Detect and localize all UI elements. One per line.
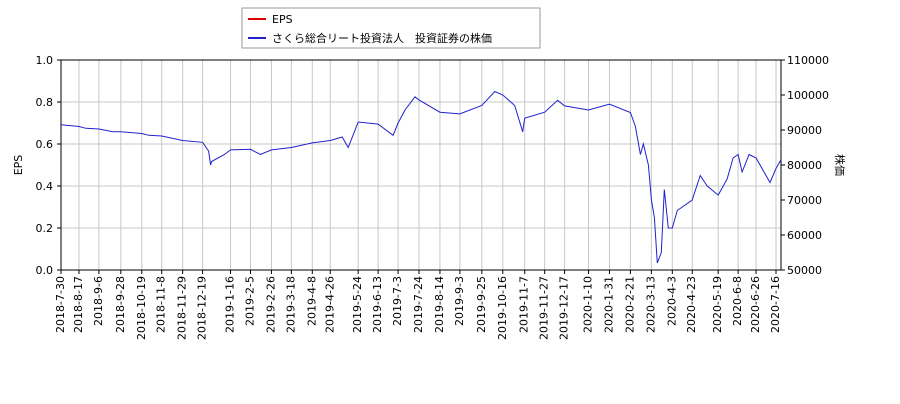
x-tick-label: 2020-6-26 xyxy=(749,276,762,333)
y2-tick-label: 60000 xyxy=(787,229,822,242)
legend-box xyxy=(241,7,541,49)
x-tick-label: 2018-9-28 xyxy=(114,276,127,333)
x-tick-label: 2019-7-3 xyxy=(391,276,404,326)
y-tick-label: 0.4 xyxy=(36,180,54,193)
x-tick-label: 2020-6-8 xyxy=(731,276,744,326)
x-tick-label: 2018-8-17 xyxy=(72,276,85,333)
x-tick-label: 2020-2-21 xyxy=(623,276,636,333)
x-tick-label: 2018-11-29 xyxy=(176,276,189,340)
y2-tick-label: 50000 xyxy=(787,264,822,277)
y2-tick-label: 80000 xyxy=(787,159,822,172)
y-tick-label: 0.0 xyxy=(36,264,54,277)
x-tick-label: 2019-4-26 xyxy=(323,276,336,333)
x-tick-label: 2020-1-31 xyxy=(602,276,615,333)
x-tick-label: 2019-3-18 xyxy=(284,276,297,333)
x-tick-label: 2019-4-8 xyxy=(305,276,318,326)
y2-tick-label: 70000 xyxy=(787,194,822,207)
y-axis-label: EPS xyxy=(12,155,25,176)
x-tick-label: 2018-9-6 xyxy=(92,276,105,326)
x-tick-label: 2020-4-3 xyxy=(665,276,678,326)
y2-tick-label: 90000 xyxy=(787,124,822,137)
y2-tick-label: 100000 xyxy=(787,89,829,102)
x-tick-label: 2018-12-19 xyxy=(196,276,209,340)
x-tick-label: 2020-7-16 xyxy=(769,276,782,333)
y-tick-label: 0.8 xyxy=(36,96,54,109)
x-tick-label: 2019-2-5 xyxy=(243,276,256,326)
legend-label: さくら総合リート投資法人 投資証券の株価 xyxy=(272,31,492,45)
y2-tick-label: 110000 xyxy=(787,54,829,67)
x-tick-label: 2020-1-10 xyxy=(582,276,595,333)
x-tick-label: 2018-11-8 xyxy=(155,276,168,333)
x-tick-label: 2019-11-7 xyxy=(518,276,531,333)
x-tick-label: 2020-3-13 xyxy=(644,276,657,333)
x-tick-label: 2020-4-23 xyxy=(685,276,698,333)
x-tick-label: 2019-7-24 xyxy=(412,276,425,333)
x-tick-label: 2019-1-16 xyxy=(224,276,237,333)
x-tick-label: 2019-5-24 xyxy=(351,276,364,333)
y-tick-label: 0.2 xyxy=(36,222,54,235)
x-tick-label: 2019-6-13 xyxy=(371,276,384,333)
plot-frame xyxy=(60,59,782,271)
x-tick-label: 2018-7-30 xyxy=(54,276,67,333)
x-tick-label: 2019-2-26 xyxy=(264,276,277,333)
x-tick-label: 2019-12-17 xyxy=(558,276,571,340)
x-tick-label: 2019-9-3 xyxy=(453,276,466,326)
x-tick-label: 2019-10-16 xyxy=(496,276,509,340)
x-tick-label: 2019-11-27 xyxy=(538,276,551,340)
y-tick-label: 0.6 xyxy=(36,138,54,151)
y-tick-label: 1.0 xyxy=(36,54,54,67)
y2-axis-label: 株価 xyxy=(833,154,847,176)
x-tick-label: 2019-8-14 xyxy=(433,276,446,333)
x-tick-label: 2019-9-25 xyxy=(475,276,488,333)
x-tick-label: 2018-10-19 xyxy=(135,276,148,340)
price-line xyxy=(60,90,782,264)
x-tick-label: 2020-5-19 xyxy=(711,276,724,333)
legend-label: EPS xyxy=(272,13,293,26)
